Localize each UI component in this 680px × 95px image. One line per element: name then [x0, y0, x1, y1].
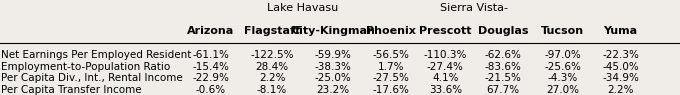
Text: -25.0%: -25.0% — [315, 74, 352, 84]
Text: Yuma: Yuma — [603, 26, 638, 36]
Text: 28.4%: 28.4% — [256, 62, 288, 72]
Text: City-Kingman: City-Kingman — [291, 26, 375, 36]
Text: Phoenix: Phoenix — [366, 26, 416, 36]
Text: Tucson: Tucson — [541, 26, 584, 36]
Text: Sierra Vista-: Sierra Vista- — [441, 3, 509, 13]
Text: 67.7%: 67.7% — [487, 85, 520, 95]
Text: -4.3%: -4.3% — [547, 74, 578, 84]
Text: 1.7%: 1.7% — [378, 62, 404, 72]
Text: -8.1%: -8.1% — [257, 85, 287, 95]
Text: -22.3%: -22.3% — [602, 50, 639, 60]
Text: -59.9%: -59.9% — [315, 50, 352, 60]
Text: 27.0%: 27.0% — [546, 85, 579, 95]
Text: Douglas: Douglas — [478, 26, 528, 36]
Text: -0.6%: -0.6% — [196, 85, 226, 95]
Text: -61.1%: -61.1% — [192, 50, 229, 60]
Text: Net Earnings Per Employed Resident: Net Earnings Per Employed Resident — [1, 50, 192, 60]
Text: -15.4%: -15.4% — [192, 62, 229, 72]
Text: 2.2%: 2.2% — [259, 74, 285, 84]
Text: -62.6%: -62.6% — [485, 50, 522, 60]
Text: -21.5%: -21.5% — [485, 74, 522, 84]
Text: Lake Havasu: Lake Havasu — [267, 3, 338, 13]
Text: -110.3%: -110.3% — [424, 50, 467, 60]
Text: Per Capita Transfer Income: Per Capita Transfer Income — [1, 85, 142, 95]
Text: -17.6%: -17.6% — [373, 85, 409, 95]
Text: 23.2%: 23.2% — [317, 85, 350, 95]
Text: -27.4%: -27.4% — [427, 62, 464, 72]
Text: Prescott: Prescott — [419, 26, 472, 36]
Text: -122.5%: -122.5% — [250, 50, 294, 60]
Text: -22.9%: -22.9% — [192, 74, 229, 84]
Text: Per Capita Div., Int., Rental Income: Per Capita Div., Int., Rental Income — [1, 74, 183, 84]
Text: -97.0%: -97.0% — [544, 50, 581, 60]
Text: Flagstaff: Flagstaff — [244, 26, 300, 36]
Text: 33.6%: 33.6% — [429, 85, 462, 95]
Text: -56.5%: -56.5% — [373, 50, 409, 60]
Text: -38.3%: -38.3% — [315, 62, 352, 72]
Text: 2.2%: 2.2% — [607, 85, 634, 95]
Text: -34.9%: -34.9% — [602, 74, 639, 84]
Text: Arizona: Arizona — [187, 26, 235, 36]
Text: -27.5%: -27.5% — [373, 74, 409, 84]
Text: -25.6%: -25.6% — [544, 62, 581, 72]
Text: -45.0%: -45.0% — [602, 62, 639, 72]
Text: -83.6%: -83.6% — [485, 62, 522, 72]
Text: Employment-to-Population Ratio: Employment-to-Population Ratio — [1, 62, 171, 72]
Text: 4.1%: 4.1% — [432, 74, 458, 84]
